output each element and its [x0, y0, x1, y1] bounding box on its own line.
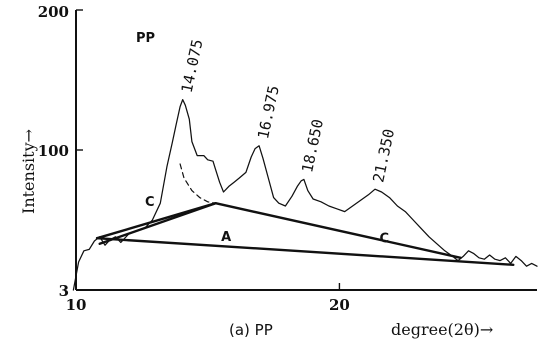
amorphous-dashed-curve [179, 163, 217, 204]
peak-labels: 14.075 16.975 18.650 21.350 [178, 38, 399, 184]
x-tick-label: 10 [66, 296, 87, 314]
series-group [72, 98, 538, 291]
baseline-line [214, 201, 462, 259]
region-label: A [221, 230, 231, 245]
y-tick-label: 200 [38, 3, 69, 21]
region-labels: C A C [145, 195, 389, 246]
chart-title: PP [136, 31, 155, 46]
region-label: C [379, 231, 389, 246]
peak-label: 21.350 [369, 127, 398, 184]
baseline-line [95, 236, 515, 266]
peak-label: 16.975 [254, 84, 283, 141]
y-tick-label: 100 [38, 142, 69, 160]
region-label: C [145, 195, 155, 210]
tick-group: 3 100 200 10 20 [38, 3, 350, 314]
peak-label: 18.650 [298, 117, 327, 174]
figure-caption: (a) PP [229, 321, 273, 339]
peak-label: 14.075 [178, 38, 207, 95]
y-axis-title: Intensity→ [19, 129, 38, 214]
x-axis-title: degree(2θ)→ [391, 320, 493, 339]
y-tick-label: 3 [59, 282, 69, 300]
construction-lines [95, 201, 515, 266]
baseline-line [95, 201, 217, 240]
x-tick-label: 20 [329, 296, 350, 314]
intensity-trace [72, 98, 538, 291]
